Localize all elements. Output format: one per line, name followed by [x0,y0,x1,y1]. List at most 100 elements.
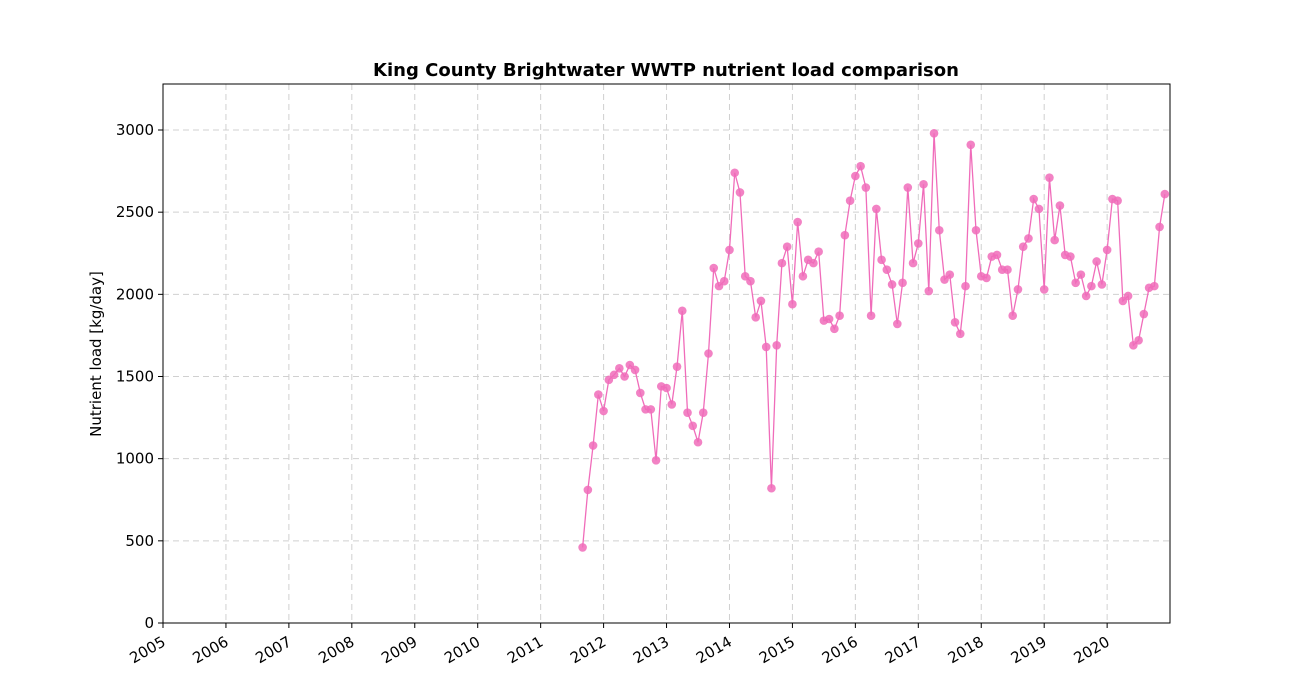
data-point [893,319,902,329]
x-tick-label: 2005 [127,633,169,668]
data-point [971,225,981,235]
data-point [872,204,881,214]
data-point [751,313,760,322]
data-point [882,265,892,274]
data-point [709,263,719,273]
data-point [1013,285,1023,294]
data-point [840,230,850,240]
data-point [777,258,787,268]
data-point [1018,242,1028,251]
data-point [588,441,598,450]
data-point [919,179,928,189]
data-point [1029,194,1038,204]
data-point [1087,281,1096,291]
data-point [594,390,603,399]
x-tick-label: 2007 [252,633,294,668]
series-layer [578,129,1170,552]
data-point [1003,265,1012,274]
data-point [824,314,834,324]
data-point [950,317,960,327]
x-tick-label: 2020 [1071,633,1113,668]
y-tick-label: 0 [144,614,154,632]
x-tick-label: 2019 [1008,633,1050,668]
data-point [662,383,671,393]
x-tick-label: 2009 [378,633,420,668]
data-point [615,363,624,373]
data-point [636,388,645,398]
data-point [1160,189,1170,199]
data-point [1092,257,1101,266]
data-point [856,161,865,171]
data-point [814,247,823,256]
data-point [845,196,855,205]
data-point [961,281,970,291]
grid [162,84,1170,624]
data-point [1045,173,1054,182]
data-point [1050,235,1059,245]
chart-title: King County Brightwater WWTP nutrient lo… [373,60,959,81]
x-tick-label: 2018 [945,633,987,668]
data-point [767,483,776,493]
data-point [851,171,860,181]
x-tick-label: 2006 [189,633,231,668]
x-tick-label: 2017 [882,633,924,668]
x-tick-label: 2014 [693,633,735,668]
data-point [982,273,991,283]
data-point [830,324,839,334]
data-point [861,183,871,192]
data-point [651,456,661,465]
data-point [1076,270,1086,279]
data-point [677,306,687,316]
data-point [1055,201,1065,210]
data-point [1102,245,1112,255]
y-tick-label: 1500 [116,368,154,386]
data-point [945,270,955,279]
x-tick-label: 2011 [504,633,546,668]
x-tick-label: 2015 [756,633,798,668]
data-point [719,276,729,286]
data-point [934,225,944,235]
data-point [966,140,976,150]
data-point [1134,336,1143,345]
data-point [746,276,755,286]
data-point [798,271,808,281]
data-point [693,437,703,447]
data-point [1024,234,1033,243]
x-tick-label: 2016 [819,633,861,668]
data-point [630,365,640,375]
data-point [578,543,587,552]
data-point [1008,311,1018,321]
data-point [1150,281,1159,291]
data-point [620,372,629,381]
data-point [761,342,771,352]
data-point [1155,222,1164,232]
data-point [903,183,913,192]
data-point [955,329,965,339]
data-point [929,129,939,138]
data-point [898,278,907,288]
data-point [583,485,593,495]
y-tick-label: 3000 [116,121,154,139]
data-point [683,408,692,417]
data-point [735,188,745,197]
data-point [646,405,656,414]
data-point [992,250,1002,260]
data-point [667,400,677,409]
y-axis: 0 500 1000 1500 2000 2500 3000 [116,121,163,632]
data-point [756,296,766,306]
y-tick-label: 2500 [116,203,154,221]
data-point [1039,285,1049,294]
data-point [725,245,734,255]
data-point [924,286,934,296]
data-point [1034,204,1044,214]
x-tick-label: 2013 [630,633,672,668]
data-point [609,370,619,380]
data-point [599,406,608,416]
data-point [908,258,918,268]
x-axis: 2005 2006 2007 2008 2009 2010 2011 2012 2013 2014… [127,623,1113,667]
data-point [1071,278,1080,288]
x-tick-label: 2010 [441,633,483,668]
data-point [788,299,797,309]
data-point [1123,291,1133,301]
